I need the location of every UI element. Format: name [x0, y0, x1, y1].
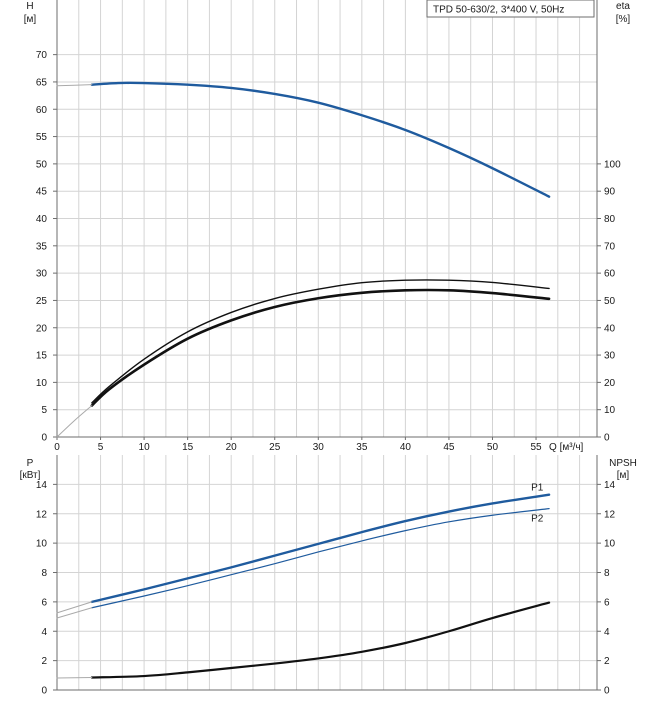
y-left-tick-label: 10 [36, 539, 48, 550]
pump-model-box: TPD 50-630/2, 3*400 V, 50Hz [427, 0, 594, 17]
y-right-tick-label: 12 [604, 509, 616, 520]
y-left-tick-label: 30 [36, 269, 48, 280]
pump-model-label: TPD 50-630/2, 3*400 V, 50Hz [433, 5, 564, 16]
y-left-axis-unit: [кВт] [20, 470, 41, 481]
y-right-tick-label: 8 [604, 568, 610, 579]
y-right-tick-label: 4 [604, 627, 610, 638]
y-left-tick-label: 25 [36, 296, 48, 307]
y-right-tick-label: 60 [604, 269, 616, 280]
y-right-axis-unit: [м] [617, 470, 630, 481]
frame-layer [53, 0, 601, 690]
y-left-tick-label: 2 [41, 656, 47, 667]
x-tick-label: 15 [182, 442, 194, 453]
y-right-tick-label: 70 [604, 241, 616, 252]
y-right-tick-label: 100 [604, 159, 621, 170]
y-left-tick-label: 15 [36, 351, 48, 362]
y-left-tick-label: 55 [36, 132, 48, 143]
y-right-tick-label: 0 [604, 433, 610, 444]
x-tick-label: 45 [443, 442, 455, 453]
x-axis-title: Q [м³/ч] [549, 442, 584, 453]
x-tick-label: 50 [487, 442, 499, 453]
y-left-tick-label: 5 [41, 405, 47, 416]
series-label-P1: P1 [531, 483, 544, 494]
x-tick-label: 55 [530, 442, 542, 453]
y-right-tick-label: 0 [604, 686, 610, 697]
y-left-tick-label: 6 [41, 597, 47, 608]
x-tick-label: 20 [226, 442, 238, 453]
y-left-tick-label: 4 [41, 627, 47, 638]
y-left-tick-label: 20 [36, 323, 48, 334]
y-left-axis-title: P [27, 458, 34, 469]
y-right-tick-label: 2 [604, 656, 610, 667]
y-right-tick-label: 10 [604, 405, 616, 416]
y-left-tick-label: 12 [36, 509, 48, 520]
y-right-tick-label: 10 [604, 539, 616, 550]
x-tick-label: 30 [313, 442, 325, 453]
series-line-1-3 [57, 608, 92, 618]
y-right-tick-label: 14 [604, 480, 616, 491]
series-line-1-0 [92, 495, 549, 602]
y-right-tick-label: 50 [604, 296, 616, 307]
y-left-tick-label: 45 [36, 187, 48, 198]
y-left-tick-label: 0 [41, 433, 47, 444]
series-line-0-4 [57, 406, 92, 437]
series-line-0-0 [92, 83, 549, 197]
grid-layer [57, 0, 597, 690]
series-line-1-1 [92, 509, 549, 608]
y-right-axis-title: NPSH [609, 458, 637, 469]
x-tick-label: 25 [269, 442, 281, 453]
x-tick-label: 40 [400, 442, 412, 453]
y-left-tick-label: 60 [36, 105, 48, 116]
y-left-tick-label: 70 [36, 50, 48, 61]
y-left-tick-label: 14 [36, 480, 48, 491]
x-tick-label: 5 [98, 442, 104, 453]
y-right-axis-unit: [%] [616, 14, 631, 25]
y-left-tick-label: 8 [41, 568, 47, 579]
y-left-tick-label: 50 [36, 159, 48, 170]
y-left-tick-label: 10 [36, 378, 48, 389]
y-left-tick-label: 40 [36, 214, 48, 225]
x-tick-label: 35 [356, 442, 368, 453]
y-left-tick-label: 0 [41, 686, 47, 697]
y-left-axis-title: H [26, 1, 33, 12]
y-right-tick-label: 80 [604, 214, 616, 225]
y-right-tick-label: 90 [604, 187, 616, 198]
y-right-tick-label: 30 [604, 351, 616, 362]
y-right-tick-label: 6 [604, 597, 610, 608]
series-label-P2: P2 [531, 514, 544, 525]
x-tick-label: 10 [139, 442, 151, 453]
y-left-axis-unit: [м] [24, 14, 37, 25]
series-line-1-4 [92, 603, 549, 678]
y-left-tick-label: 65 [36, 77, 48, 88]
series-line-1-2 [57, 602, 92, 613]
y-left-tick-label: 35 [36, 241, 48, 252]
y-right-axis-title: eta [616, 1, 630, 12]
x-tick-label: 0 [54, 442, 60, 453]
series-line-0-1 [57, 85, 92, 86]
y-right-tick-label: 40 [604, 323, 616, 334]
y-right-tick-label: 20 [604, 378, 616, 389]
series-layer [57, 83, 549, 678]
